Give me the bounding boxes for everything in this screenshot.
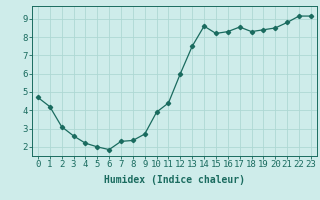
X-axis label: Humidex (Indice chaleur): Humidex (Indice chaleur) xyxy=(104,175,245,185)
